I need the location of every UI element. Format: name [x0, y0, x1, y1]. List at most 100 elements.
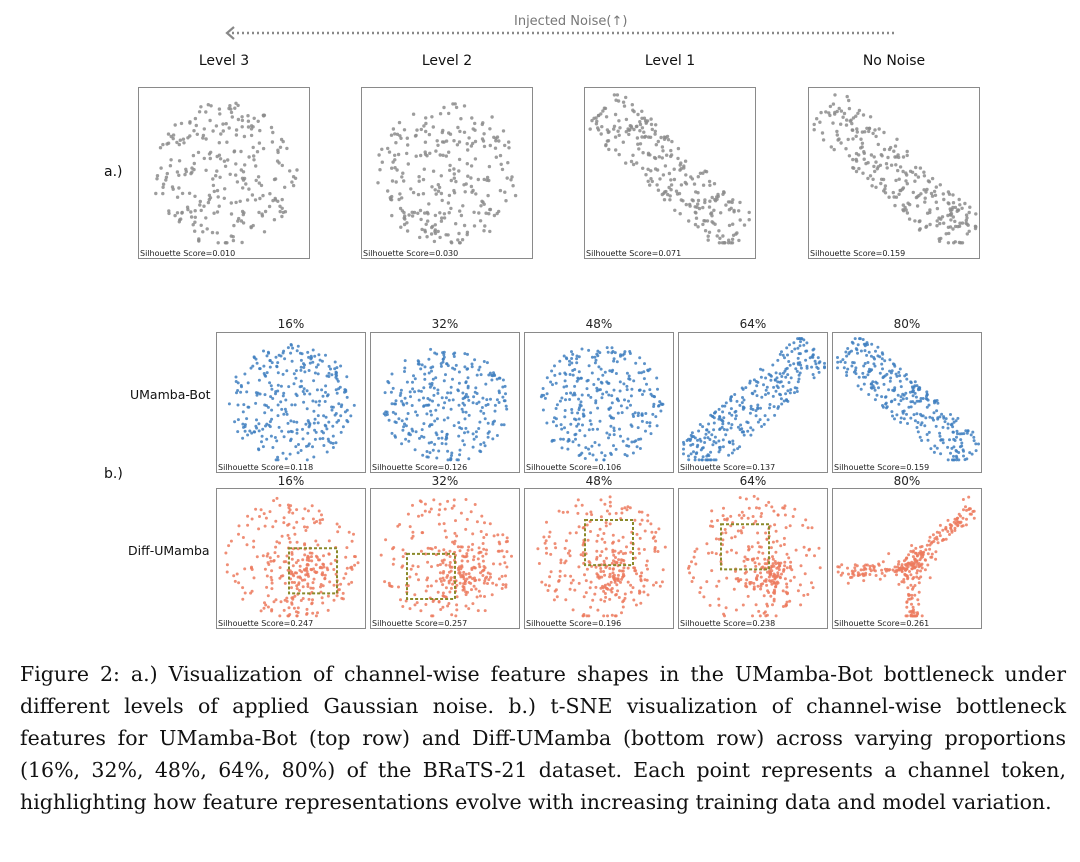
scatter-point — [915, 204, 920, 208]
scatter-point — [430, 224, 435, 229]
scatter-point — [590, 118, 594, 123]
scatter-point — [408, 607, 412, 611]
scatter-point — [642, 130, 646, 134]
scatter-point — [436, 403, 440, 407]
scatter-point — [577, 417, 581, 421]
scatter-point — [547, 584, 551, 588]
scatter-point — [436, 391, 440, 395]
scatter-point — [963, 458, 967, 462]
scatter-point — [290, 403, 294, 407]
scatter-point — [426, 212, 430, 216]
scatter-point — [407, 439, 411, 443]
scatter-point — [458, 581, 462, 585]
scatter-point — [914, 173, 918, 177]
level-2-title: Level 2 — [421, 53, 473, 69]
scatter-point — [217, 107, 222, 111]
scatter-point — [287, 430, 290, 434]
scatter-point — [867, 350, 871, 354]
scatter-point — [295, 587, 299, 591]
scatter-point — [465, 142, 469, 146]
scatter-point — [880, 357, 884, 361]
scatter-point — [345, 546, 349, 550]
scatter-point — [350, 580, 354, 584]
scatter-point — [553, 542, 557, 546]
scatter-point — [428, 510, 432, 514]
scatter-point — [905, 153, 909, 158]
scatter-point — [318, 399, 322, 403]
scatter-point — [457, 421, 461, 425]
scatter-point — [425, 412, 429, 416]
scatter-point — [638, 122, 643, 127]
scatter-point — [842, 111, 847, 116]
scatter-point — [505, 407, 509, 411]
scatter-point — [891, 362, 895, 366]
scatter-point — [562, 385, 566, 389]
scatter-point — [627, 132, 631, 137]
scatter-point — [955, 209, 959, 213]
scatter-point — [411, 190, 416, 195]
scatter-point — [458, 448, 462, 452]
silhouette-score: Silhouette Score=0.238 — [680, 619, 776, 628]
scatter-point — [471, 445, 475, 449]
scatter-point — [470, 116, 474, 120]
scatter-point — [217, 153, 222, 157]
scatter-point — [960, 221, 965, 225]
scatter-point — [270, 417, 274, 421]
scatter-point — [444, 535, 448, 539]
scatter-point — [434, 192, 438, 196]
scatter-point — [598, 419, 602, 423]
scatter-point — [839, 141, 843, 145]
scatter-point — [475, 520, 479, 524]
scatter-point — [585, 614, 589, 618]
scatter-point — [621, 605, 625, 609]
scatter-point — [285, 596, 289, 600]
scatter-point — [450, 506, 454, 510]
scatter-point — [895, 374, 899, 378]
scatter-point — [324, 384, 328, 388]
scatter-point — [707, 551, 710, 555]
scatter-point — [470, 365, 474, 369]
scatter-point — [576, 411, 580, 415]
scatter-point — [870, 342, 874, 346]
scatter-point — [812, 347, 816, 351]
scatter-point — [475, 373, 479, 377]
scatter-point — [283, 185, 287, 189]
scatter-point — [237, 216, 241, 221]
scatter-point — [923, 200, 927, 204]
scatter-point — [639, 578, 643, 581]
scatter-point — [948, 212, 952, 217]
scatter-point — [315, 365, 318, 369]
scatter-point — [804, 518, 808, 522]
scatter-point — [806, 526, 810, 530]
scatter-point — [563, 409, 567, 412]
scatter-point — [269, 434, 273, 438]
scatter-point — [188, 134, 192, 138]
scatter-point — [612, 359, 616, 363]
scatter-point — [875, 167, 879, 171]
scatter-point — [622, 574, 626, 578]
scatter-point — [331, 434, 335, 438]
scatter-point — [458, 565, 461, 569]
scatter-point — [308, 361, 312, 365]
scatter-point — [494, 139, 498, 143]
scatter-point — [411, 380, 414, 384]
scatter-point — [441, 605, 445, 609]
scatter-point — [921, 397, 925, 400]
scatter-point — [564, 372, 568, 376]
scatter-point — [250, 431, 254, 435]
scatter-point — [608, 500, 612, 504]
scatter-point — [968, 205, 972, 209]
scatter-point — [262, 349, 265, 353]
scatter-point — [609, 580, 613, 584]
scatter-point — [617, 133, 621, 137]
scatter-point — [299, 368, 303, 372]
scatter-point — [321, 518, 325, 521]
scatter-point — [171, 133, 176, 137]
scatter-point — [266, 405, 270, 409]
scatter-point — [729, 514, 733, 518]
scatter-point — [773, 573, 777, 577]
scatter-point — [429, 547, 432, 550]
scatter-point — [455, 534, 459, 538]
scatter-point — [479, 450, 483, 454]
scatter-point — [442, 406, 445, 410]
